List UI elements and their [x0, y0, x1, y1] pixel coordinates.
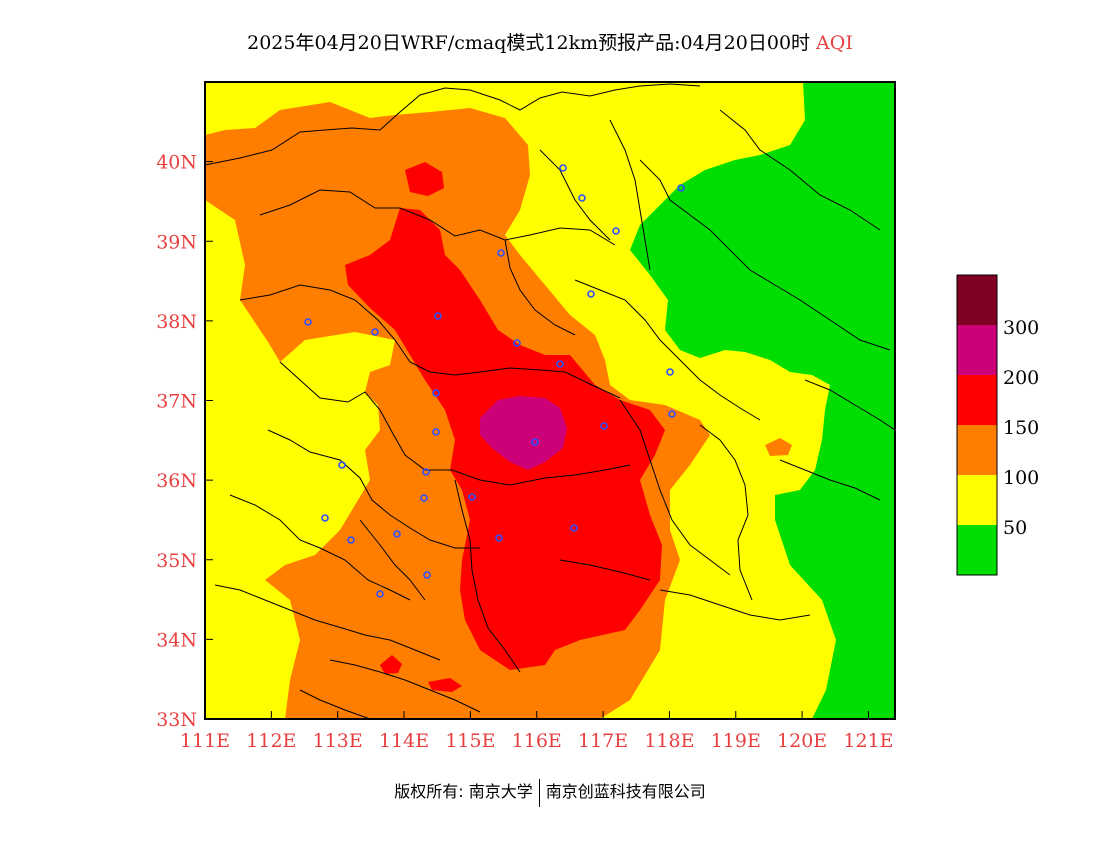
station-marker [559, 164, 567, 172]
x-axis: 111E 112E 113E 114E 115E 116E 117E 118E 119E 120E… [180, 711, 894, 752]
station-marker [587, 290, 595, 298]
station-marker [420, 494, 428, 502]
station-marker [556, 360, 564, 368]
zone-red-patch-south [380, 655, 402, 674]
copyright-text: 版权所有: 南京大学 [394, 782, 533, 801]
legend-label-100: 100 [1003, 467, 1039, 489]
zone-red-patch-southeast [428, 678, 462, 692]
y-axis: 40N 39N 38N 37N 36N 35N 34N 33N [156, 152, 213, 731]
station-marker [432, 428, 440, 436]
x-tick-label: 118E [644, 730, 694, 752]
y-tick-label: 37N [156, 391, 197, 413]
station-marker [371, 328, 379, 336]
y-tick-label: 40N [156, 152, 197, 174]
zone-orange-patch [765, 438, 792, 456]
station-marker [376, 590, 384, 598]
station-marker [513, 339, 521, 347]
y-tick-label: 39N [156, 231, 197, 253]
station-marker [432, 389, 440, 397]
x-tick-label: 113E [313, 730, 363, 752]
x-tick-label: 112E [246, 730, 296, 752]
y-tick-label: 34N [156, 629, 197, 651]
map-area [205, 82, 895, 719]
footer-separator [538, 778, 540, 807]
station-marker [497, 249, 505, 257]
boundary-lines [205, 83, 895, 719]
x-tick-label: 121E [843, 730, 893, 752]
station-marker [423, 571, 431, 579]
station-marker [612, 227, 620, 235]
title-main: 2025年04月20日WRF/cmaq模式12km预报产品:04月20日00时 [247, 32, 811, 54]
station-marker [393, 530, 401, 538]
x-tick-label: 120E [777, 730, 827, 752]
y-tick-label: 33N [156, 709, 197, 731]
y-tick-label: 36N [156, 470, 197, 492]
station-marker [570, 524, 578, 532]
station-marker [422, 468, 430, 476]
station-marker [434, 312, 442, 320]
station-marker [321, 514, 329, 522]
station-markers [304, 164, 685, 598]
station-marker [578, 194, 586, 202]
legend-frame [956, 274, 998, 576]
footer: 版权所有: 南京大学 南京创蓝科技有限公司 [0, 778, 1100, 807]
station-marker [531, 438, 539, 446]
station-marker [338, 461, 346, 469]
zone-green-east [630, 82, 895, 719]
zone-magenta [480, 396, 567, 470]
x-tick-label: 119E [711, 730, 761, 752]
station-marker [666, 368, 674, 376]
station-marker [304, 318, 312, 326]
legend-swatch-0-50 [957, 525, 997, 575]
legend-swatch-150-200 [957, 375, 997, 425]
legend-label-150: 150 [1003, 417, 1039, 439]
chart-title: 2025年04月20日WRF/cmaq模式12km预报产品:04月20日00时 A… [0, 28, 1100, 55]
station-marker [347, 536, 355, 544]
legend-swatch-200-300 [957, 325, 997, 375]
company-text: 南京创蓝科技有限公司 [545, 782, 706, 801]
station-marker [495, 534, 503, 542]
x-tick-label: 114E [379, 730, 429, 752]
title-variable: AQI [816, 32, 853, 54]
legend-swatch-100-150 [957, 425, 997, 475]
zone-red-patch-north [405, 162, 444, 196]
aqi-colorbar: 300 200 150 100 50 [956, 274, 1039, 576]
legend-label-300: 300 [1003, 317, 1039, 339]
station-marker [677, 184, 685, 192]
station-marker [600, 422, 608, 430]
station-marker [468, 493, 476, 501]
x-tick-label: 115E [445, 730, 495, 752]
x-tick-label: 111E [180, 730, 230, 752]
legend-label-50: 50 [1003, 517, 1027, 539]
x-tick-label: 117E [578, 730, 628, 752]
y-tick-label: 35N [156, 550, 197, 572]
x-tick-label: 116E [512, 730, 562, 752]
legend-swatch-50-100 [957, 475, 997, 525]
legend-swatch-300-plus [957, 275, 997, 325]
legend-label-200: 200 [1003, 367, 1039, 389]
y-tick-label: 38N [156, 311, 197, 333]
station-marker [668, 410, 676, 418]
